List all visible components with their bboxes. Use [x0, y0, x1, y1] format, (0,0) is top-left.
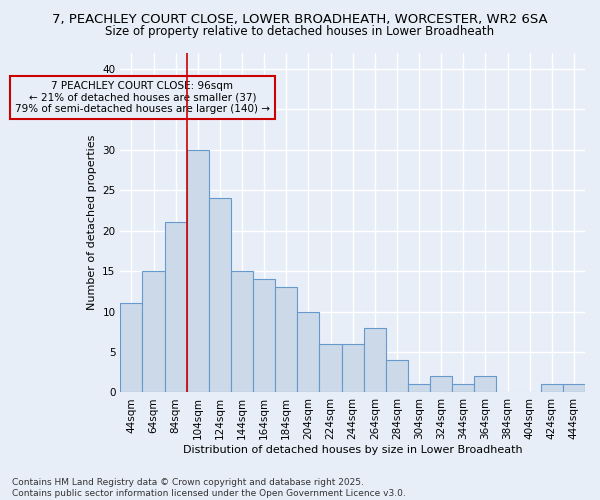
Bar [142, 271, 164, 392]
Text: Contains HM Land Registry data © Crown copyright and database right 2025.
Contai: Contains HM Land Registry data © Crown c… [12, 478, 406, 498]
Bar [231, 271, 253, 392]
Bar [475, 376, 496, 392]
Bar [319, 344, 341, 393]
Bar [121, 304, 142, 392]
Bar [386, 360, 408, 392]
Y-axis label: Number of detached properties: Number of detached properties [86, 135, 97, 310]
Bar [408, 384, 430, 392]
Bar [164, 222, 187, 392]
Text: 7 PEACHLEY COURT CLOSE: 96sqm
← 21% of detached houses are smaller (37)
79% of s: 7 PEACHLEY COURT CLOSE: 96sqm ← 21% of d… [15, 81, 270, 114]
Bar [563, 384, 585, 392]
Bar [187, 150, 209, 392]
Bar [541, 384, 563, 392]
Bar [430, 376, 452, 392]
Text: Size of property relative to detached houses in Lower Broadheath: Size of property relative to detached ho… [106, 25, 494, 38]
Bar [298, 312, 319, 392]
X-axis label: Distribution of detached houses by size in Lower Broadheath: Distribution of detached houses by size … [183, 445, 523, 455]
Bar [364, 328, 386, 392]
Bar [275, 287, 298, 393]
Bar [209, 198, 231, 392]
Text: 7, PEACHLEY COURT CLOSE, LOWER BROADHEATH, WORCESTER, WR2 6SA: 7, PEACHLEY COURT CLOSE, LOWER BROADHEAT… [52, 12, 548, 26]
Bar [253, 279, 275, 392]
Bar [452, 384, 475, 392]
Bar [341, 344, 364, 393]
